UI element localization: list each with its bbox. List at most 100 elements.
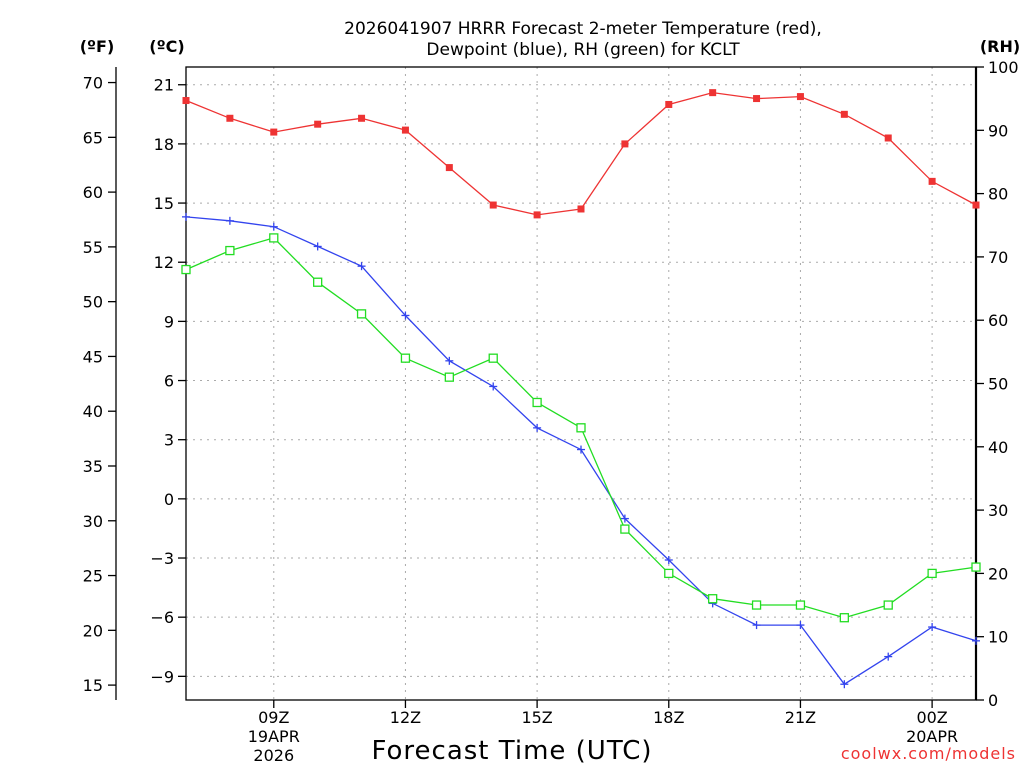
dewpoint-point (796, 621, 805, 630)
fahrenheit-tick-label: 15 (83, 676, 103, 695)
rh-tick-label: 50 (988, 375, 1008, 394)
x-date-label: 20APR (906, 727, 958, 746)
data-series (181, 89, 981, 689)
dewpoint-point (182, 212, 190, 221)
rh-tick-label: 30 (988, 501, 1008, 520)
rh-point (708, 594, 718, 604)
celsius-tick-label: 12 (154, 253, 174, 272)
fahrenheit-tick-label: 45 (83, 347, 103, 366)
temperature-point (928, 177, 936, 185)
x-date-label: 19APR (248, 727, 300, 746)
celsius-axis-label: (ºC) (149, 37, 184, 56)
rh-point (883, 600, 893, 610)
rh-point (620, 524, 630, 534)
rh-point (181, 264, 191, 275)
plot-frame (185, 66, 977, 701)
temperature-point (314, 120, 322, 128)
rh-axis-label: (RH) (980, 37, 1020, 56)
dewpoint-point (620, 514, 629, 523)
temperature-point (270, 128, 278, 136)
dewpoint-point (928, 623, 937, 632)
celsius-tick-label: 9 (164, 312, 174, 331)
rh-point (927, 568, 937, 579)
celsius-tick-label: −9 (150, 667, 174, 686)
x-tick-label: 09Z (258, 708, 289, 727)
rh-tick-label: 60 (988, 311, 1008, 330)
series-line-temperature (185, 91, 977, 216)
celsius-tick-label: −6 (150, 608, 174, 627)
temperature-point (972, 201, 980, 209)
rh-point (751, 600, 762, 610)
dewpoint-point (445, 356, 454, 365)
dewpoint-point (401, 311, 410, 320)
credit-text: coolwx.com/models (841, 744, 1016, 763)
fahrenheit-tick-label: 20 (83, 621, 103, 640)
gridlines (186, 67, 976, 700)
rh-tick-label: 90 (988, 121, 1008, 140)
rh-tick-label: 70 (988, 248, 1008, 267)
temperature-point (445, 164, 453, 172)
temperature-point (489, 201, 497, 209)
celsius-tick-label: 18 (154, 135, 174, 154)
fahrenheit-tick-label: 70 (83, 74, 103, 93)
fahrenheit-tick-label: 55 (83, 238, 103, 257)
rh-tick-label: 10 (988, 628, 1008, 647)
x-tick-label: 12Z (390, 708, 421, 727)
fahrenheit-tick-label: 60 (83, 183, 103, 202)
x-tick-label: 21Z (785, 708, 816, 727)
temperature-point (665, 100, 673, 108)
rh-tick-label: 0 (988, 691, 998, 710)
rh-point (971, 562, 981, 572)
rh-tick-label: 80 (988, 185, 1008, 204)
rh-tick-label: 40 (988, 438, 1008, 457)
temperature-point (796, 93, 804, 101)
series-rh (181, 233, 981, 623)
dewpoint-point (313, 242, 322, 251)
x-year-label: 2026 (253, 746, 294, 765)
x-tick-label: 00Z (916, 708, 947, 727)
series-temperature (182, 89, 980, 219)
temperature-point (182, 97, 190, 105)
celsius-tick-label: 15 (154, 194, 174, 213)
rh-point (225, 245, 235, 256)
temperature-point (226, 114, 234, 122)
dewpoint-point (840, 680, 849, 689)
rh-point (313, 277, 323, 287)
celsius-tick-label: 3 (164, 431, 174, 450)
rh-tick-label: 100 (988, 58, 1019, 77)
temperature-point (884, 134, 892, 142)
rh-point (532, 397, 542, 408)
x-tick-label: 15Z (521, 708, 552, 727)
dewpoint-point (225, 216, 234, 225)
dewpoint-point (269, 222, 278, 231)
fahrenheit-tick-label: 40 (83, 402, 103, 421)
rh-point (488, 353, 498, 363)
dewpoint-point (972, 636, 980, 645)
dewpoint-point (577, 445, 585, 454)
celsius-tick-label: 21 (154, 76, 174, 95)
chart-title-line1: 2026041907 HRRR Forecast 2-meter Tempera… (344, 19, 822, 39)
dewpoint-point (884, 652, 893, 661)
temperature-point (358, 114, 366, 122)
fahrenheit-tick-label: 30 (83, 512, 103, 531)
axes: 706560555045403530252015211815129630−3−6… (83, 58, 1019, 765)
celsius-tick-label: −3 (150, 549, 174, 568)
rh-point (795, 600, 806, 610)
rh-point (664, 568, 674, 579)
temperature-point (840, 110, 848, 118)
temperature-point (753, 95, 761, 103)
fahrenheit-axis-label: (ºF) (80, 37, 115, 56)
temperature-point (709, 89, 717, 97)
rh-point (839, 613, 849, 623)
chart-title-line2: Dewpoint (blue), RH (green) for KCLT (426, 40, 740, 60)
x-tick-label: 18Z (653, 708, 684, 727)
temperature-point (401, 126, 409, 134)
rh-point (269, 233, 279, 243)
dewpoint-point (664, 555, 673, 564)
fahrenheit-tick-label: 50 (83, 293, 103, 312)
x-axis-label: Forecast Time (UTC) (371, 736, 652, 766)
fahrenheit-tick-label: 35 (83, 457, 103, 476)
rh-point (356, 309, 367, 319)
dewpoint-point (489, 382, 498, 391)
rh-point (576, 423, 586, 433)
